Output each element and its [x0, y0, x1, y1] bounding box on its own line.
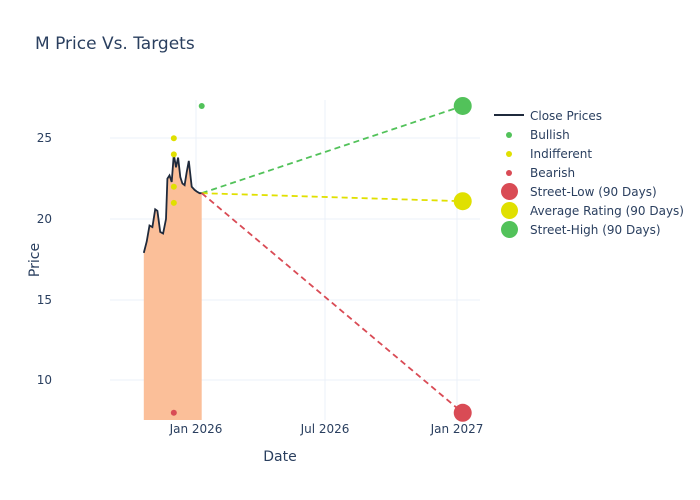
x-tick-jul-2026: Jul 2026	[300, 422, 350, 436]
rating-dot	[453, 403, 472, 422]
projection-lines	[201, 105, 464, 414]
dot-icon	[501, 202, 518, 219]
rating-dot	[170, 135, 177, 142]
dot-icon	[501, 221, 518, 238]
rating-dot	[198, 102, 205, 109]
legend: Close Prices Bullish Indifferent Bearish…	[494, 106, 684, 239]
x-tick-jan-2027: Jan 2027	[430, 422, 484, 436]
dot-icon	[506, 170, 512, 176]
rating-dots	[170, 96, 472, 422]
y-tick-10: 10	[37, 373, 52, 387]
rating-dot	[170, 183, 177, 190]
legend-item-bearish[interactable]: Bearish	[494, 163, 684, 182]
legend-item-bullish[interactable]: Bullish	[494, 125, 684, 144]
x-axis: Jan 2026 Jul 2026 Jan 2027	[169, 422, 484, 436]
legend-item-close-prices[interactable]: Close Prices	[494, 106, 684, 125]
chart-title: M Price Vs. Targets	[35, 34, 195, 54]
price-area	[143, 154, 202, 420]
x-axis-title: Date	[263, 449, 296, 465]
legend-item-indifferent[interactable]: Indifferent	[494, 144, 684, 163]
rating-dot	[170, 151, 177, 158]
rating-dot	[170, 199, 177, 206]
legend-item-average-rating[interactable]: Average Rating (90 Days)	[494, 201, 684, 220]
rating-dot	[453, 192, 472, 211]
y-axis: 10 15 20 25	[37, 131, 52, 387]
rating-dot	[170, 409, 177, 416]
legend-item-street-low[interactable]: Street-Low (90 Days)	[494, 182, 684, 201]
y-tick-20: 20	[37, 212, 52, 226]
line-icon	[494, 114, 524, 116]
dot-icon	[506, 132, 512, 138]
x-tick-jan-2026: Jan 2026	[169, 422, 223, 436]
y-tick-15: 15	[37, 293, 52, 307]
dot-icon	[501, 183, 518, 200]
dot-icon	[506, 151, 512, 157]
y-tick-25: 25	[37, 131, 52, 145]
y-axis-title: Price	[27, 243, 43, 277]
rating-dot	[453, 96, 472, 115]
legend-item-street-high[interactable]: Street-High (90 Days)	[494, 220, 684, 239]
